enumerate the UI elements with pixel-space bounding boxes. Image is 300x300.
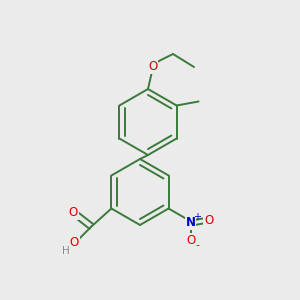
Text: O: O [70,236,79,249]
Text: N: N [186,216,196,229]
Text: H: H [61,245,69,256]
Text: O: O [204,214,213,227]
Text: +: + [193,212,201,221]
Text: -: - [196,241,200,250]
Text: O: O [69,206,78,219]
Text: O: O [186,234,195,247]
Text: O: O [148,61,158,74]
